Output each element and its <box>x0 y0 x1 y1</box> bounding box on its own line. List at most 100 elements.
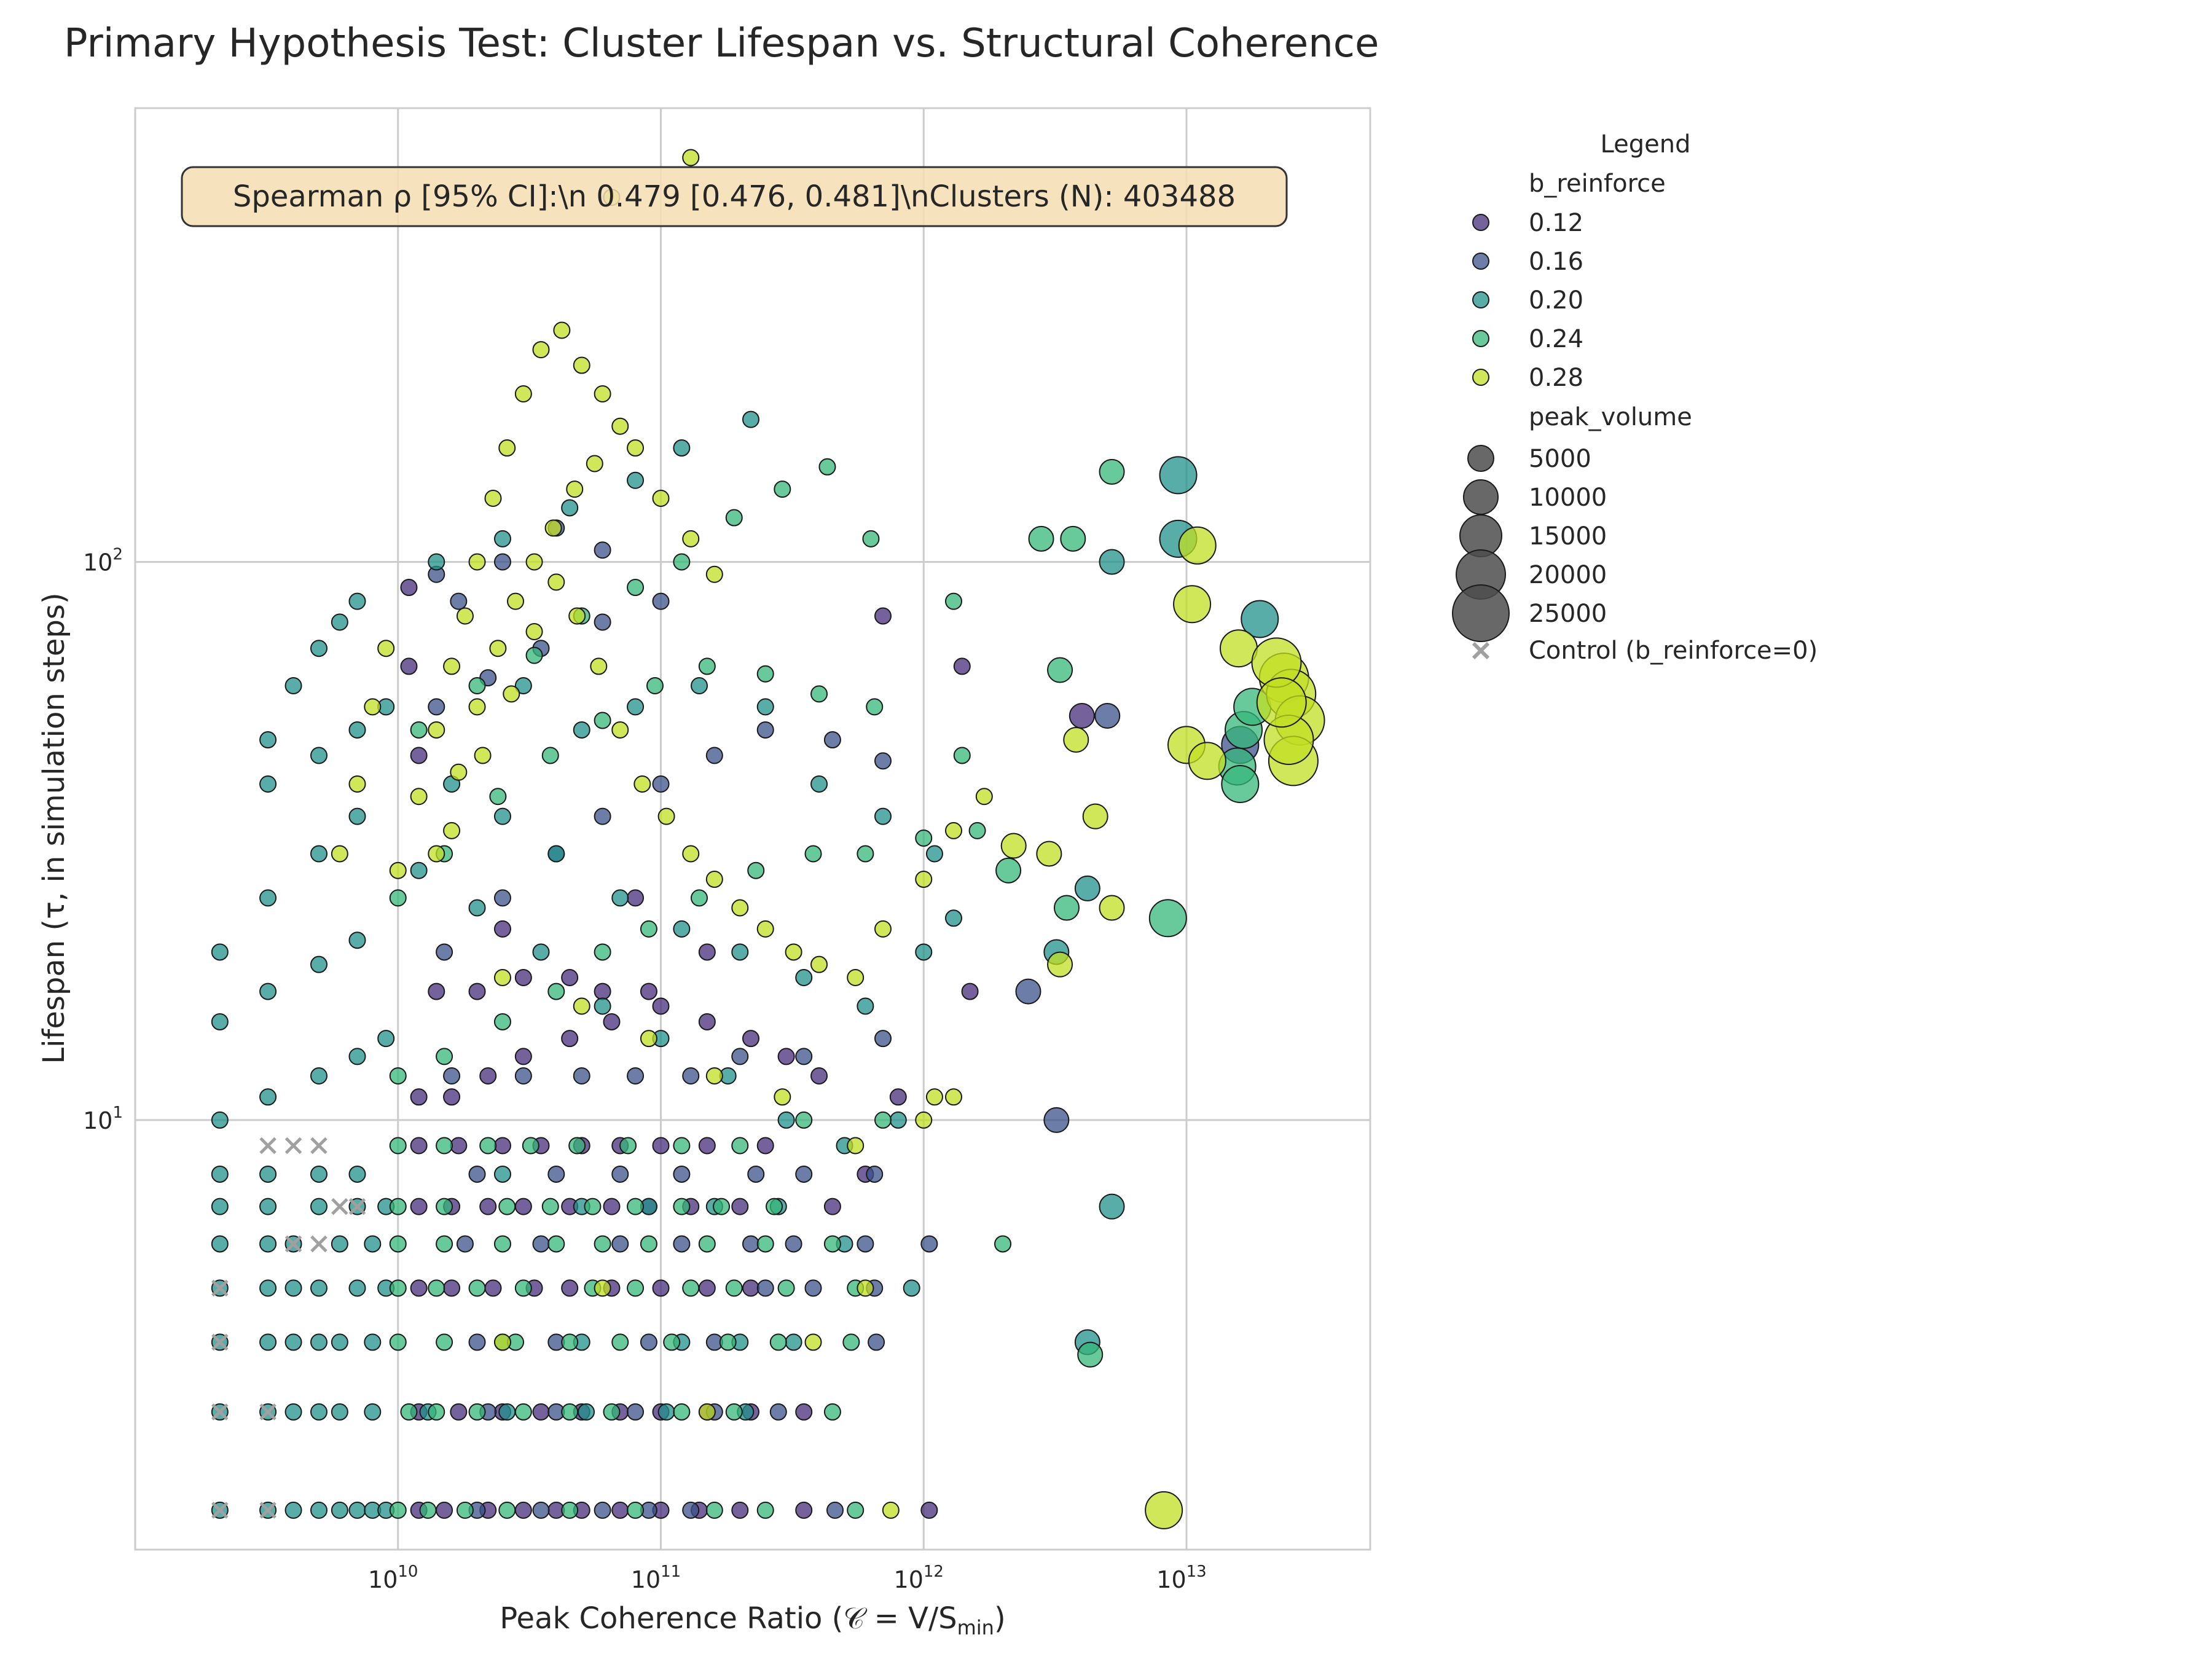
data-point <box>915 871 933 888</box>
data-point <box>731 1198 749 1215</box>
data-point <box>532 1403 550 1421</box>
data-point <box>436 943 453 961</box>
data-point <box>211 1198 229 1215</box>
data-point <box>522 1137 539 1155</box>
data-point <box>489 788 507 806</box>
data-point <box>1145 1491 1183 1529</box>
data-point <box>1094 702 1121 729</box>
data-point <box>348 1048 366 1065</box>
data-point <box>731 1048 749 1065</box>
data-point <box>874 1030 892 1048</box>
data-point <box>389 1333 407 1351</box>
data-point <box>348 775 366 793</box>
data-point <box>640 1333 657 1351</box>
data-point <box>310 747 327 764</box>
data-point <box>561 969 579 987</box>
data-point <box>364 1333 382 1351</box>
data-point <box>211 1165 229 1183</box>
data-point <box>310 1279 327 1297</box>
data-point <box>573 1067 590 1084</box>
data-point <box>823 731 841 749</box>
control-point <box>211 1279 229 1297</box>
data-point <box>1015 978 1041 1005</box>
data-point <box>594 1235 611 1253</box>
data-point <box>493 1013 511 1030</box>
legend-hue-label: 0.20 <box>1529 286 1583 315</box>
data-point <box>514 969 532 987</box>
data-point <box>627 471 645 489</box>
data-point <box>547 573 565 591</box>
data-point <box>874 752 892 770</box>
data-point <box>627 1403 645 1421</box>
data-point <box>756 920 774 938</box>
data-point <box>756 1501 774 1519</box>
data-point <box>456 607 474 625</box>
data-point <box>611 1501 629 1519</box>
data-point <box>705 871 723 888</box>
data-point <box>525 622 543 640</box>
data-point <box>1256 677 1307 728</box>
data-point <box>532 1235 550 1253</box>
data-point <box>348 807 366 825</box>
data-point <box>777 1111 795 1129</box>
x-tick-label: 1010 <box>368 1563 418 1593</box>
data-point <box>348 1501 366 1519</box>
data-point <box>731 1137 749 1155</box>
data-point <box>284 1333 302 1351</box>
data-point <box>331 845 348 863</box>
data-point <box>627 579 645 597</box>
data-point <box>673 1403 691 1421</box>
data-point <box>594 997 611 1015</box>
data-point <box>594 613 611 631</box>
data-point <box>889 1111 907 1129</box>
data-point <box>331 1235 348 1253</box>
data-point <box>211 1111 229 1129</box>
data-point <box>259 1165 277 1183</box>
data-point <box>857 845 874 863</box>
data-point <box>514 1198 532 1215</box>
data-point <box>925 1088 943 1106</box>
data-point <box>544 519 562 537</box>
data-point <box>657 807 675 825</box>
data-point <box>594 982 611 1000</box>
data-point <box>682 1279 700 1297</box>
data-point <box>514 1279 532 1297</box>
data-point <box>1063 727 1089 753</box>
control-point <box>310 1235 327 1253</box>
data-point <box>627 1067 645 1084</box>
x-axis-label-subscript: min <box>957 1616 994 1639</box>
data-point <box>777 1048 795 1065</box>
legend: Legend b_reinforce 0.120.160.200.240.28 … <box>1452 130 1818 665</box>
legend-size-swatch <box>1463 479 1499 515</box>
data-point <box>436 1198 453 1215</box>
data-point <box>443 822 461 839</box>
control-point <box>331 1198 348 1215</box>
data-point <box>498 1198 516 1215</box>
data-point <box>594 541 611 559</box>
data-point <box>450 763 468 781</box>
data-point <box>468 698 486 716</box>
data-point <box>1099 1193 1125 1220</box>
data-point <box>603 1198 621 1215</box>
data-point <box>389 1067 407 1084</box>
data-point <box>594 385 611 403</box>
data-point <box>785 1235 802 1253</box>
series-0-16 <box>428 519 1260 1519</box>
data-point <box>259 731 277 749</box>
data-point <box>400 1403 418 1421</box>
data-point <box>823 1235 841 1253</box>
control-point <box>259 1403 276 1421</box>
control-point <box>211 1403 229 1421</box>
data-point <box>1173 585 1212 624</box>
data-point <box>364 1403 382 1421</box>
data-point <box>903 1279 920 1297</box>
data-point <box>826 1501 844 1519</box>
data-point <box>1074 875 1100 901</box>
data-point <box>498 439 516 457</box>
data-point <box>443 657 461 675</box>
data-point <box>611 1235 629 1253</box>
scatter-points <box>211 149 1325 1529</box>
data-point <box>1043 1107 1070 1133</box>
data-point <box>804 1279 822 1297</box>
data-point <box>436 1048 453 1065</box>
